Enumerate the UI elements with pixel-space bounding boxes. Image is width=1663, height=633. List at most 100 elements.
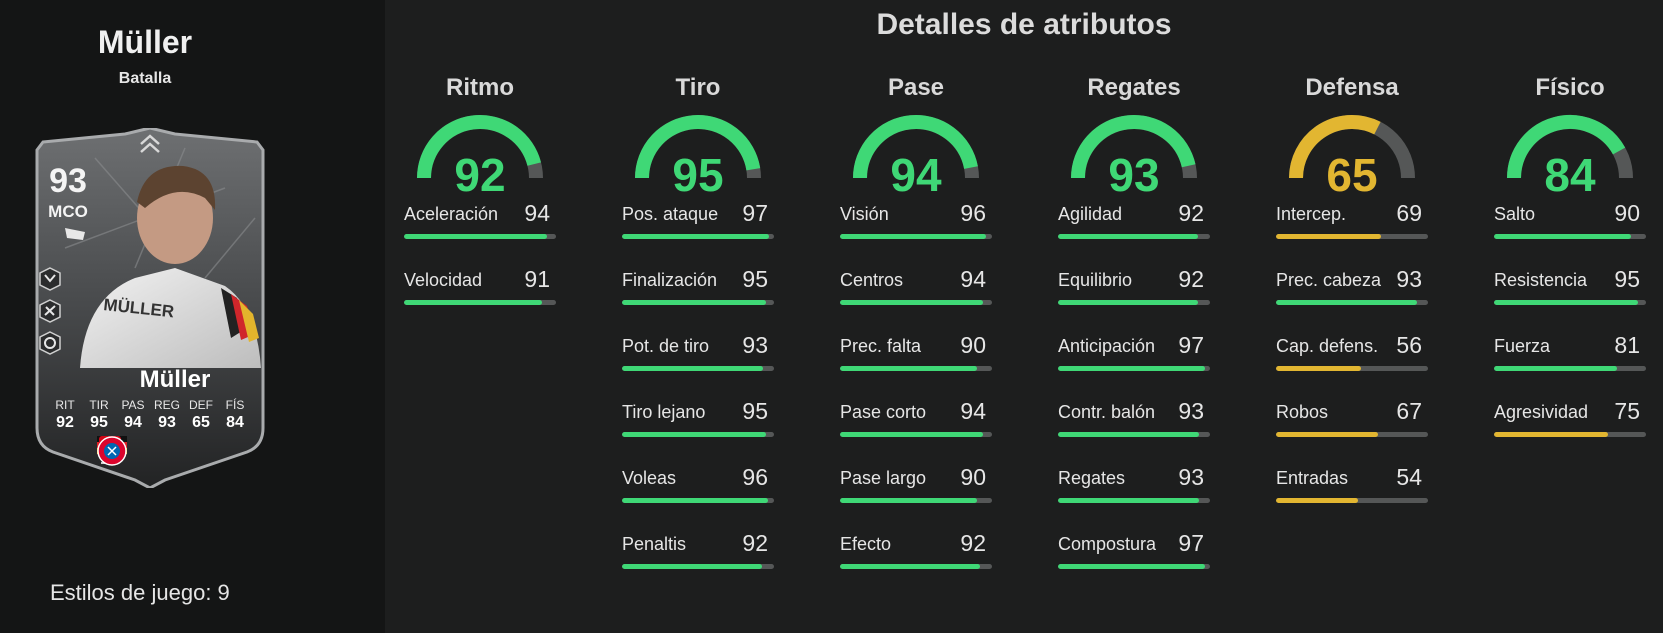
attribute-bar xyxy=(1494,300,1646,305)
gauge-arc xyxy=(635,115,761,179)
attribute-row: Fuerza 81 xyxy=(1494,330,1646,396)
attribute-bar xyxy=(1276,366,1428,371)
gauge-fill xyxy=(1071,115,1196,179)
card-stat-value: 65 xyxy=(192,414,210,431)
attribute-value: 90 xyxy=(960,464,986,490)
attribute-label: Aceleración xyxy=(404,204,499,224)
category-gauge: 95 xyxy=(622,106,774,201)
attribute-bar-fill xyxy=(1494,366,1618,371)
attribute-label: Pot. de tiro xyxy=(622,336,710,356)
attribute-bar-fill xyxy=(622,234,770,239)
gauge-fill xyxy=(853,115,978,179)
attribute-label: Pase largo xyxy=(840,468,927,488)
attribute-row: Salto 90 xyxy=(1494,198,1646,264)
category-title: Tiro xyxy=(675,74,721,101)
attribute-bar xyxy=(1058,366,1210,371)
player-card[interactable]: MÜLLER 93 MCO Müller RIT 92 TIR 95 PAS 94 R… xyxy=(25,128,275,488)
attribute-row: Contr. balón 93 xyxy=(1058,396,1210,462)
attribute-value: 54 xyxy=(1396,464,1422,490)
attribute-bar xyxy=(840,366,992,371)
attribute-row: Pase corto 94 xyxy=(840,396,992,462)
attribute-row: Pos. ataque 97 xyxy=(622,198,774,264)
attribute-row: Regates 93 xyxy=(1058,462,1210,528)
attribute-bar-fill xyxy=(840,432,983,437)
attribute-label: Prec. falta xyxy=(840,336,922,356)
attribute-row: Prec. cabeza 93 xyxy=(1276,264,1428,330)
category-title: Físico xyxy=(1535,74,1605,101)
attribute-row: Equilibrio 92 xyxy=(1058,264,1210,330)
gauge-arc xyxy=(1289,115,1415,179)
attribute-value: 93 xyxy=(742,332,768,358)
attribute-label: Agresividad xyxy=(1494,402,1589,422)
attribute-value: 95 xyxy=(742,398,768,424)
attribute-bar xyxy=(1276,300,1428,305)
attribute-label: Efecto xyxy=(840,534,892,554)
card-stat-label: RIT xyxy=(55,398,75,412)
attribute-bar-fill xyxy=(622,432,767,437)
attribute-label: Velocidad xyxy=(404,270,483,290)
attribute-bar xyxy=(1276,498,1428,503)
attribute-row: Robos 67 xyxy=(1276,396,1428,462)
playstyles-label: Estilos de juego: 9 xyxy=(50,580,230,605)
attribute-value: 95 xyxy=(1614,266,1640,292)
playstyle-icon[interactable] xyxy=(37,266,63,292)
attribute-label: Salto xyxy=(1494,204,1536,224)
attribute-bar-fill xyxy=(1276,366,1362,371)
attribute-bar xyxy=(1058,234,1210,239)
attribute-value: 97 xyxy=(1178,332,1204,358)
category-gauge: 93 xyxy=(1058,106,1210,201)
attribute-row: Prec. falta 90 xyxy=(840,330,992,396)
attribute-column: Defensa 65 Intercep. 69 Prec. cabeza 93 Cap. d… xyxy=(1276,74,1428,528)
attribute-value: 96 xyxy=(960,200,986,226)
attribute-label: Pos. ataque xyxy=(622,204,719,224)
attribute-value: 92 xyxy=(1178,266,1204,292)
attribute-column: Ritmo 92 Aceleración 94 Velocidad 91 xyxy=(404,74,556,330)
attribute-row: Finalización 95 xyxy=(622,264,774,330)
attribute-row: Cap. defens. 56 xyxy=(1276,330,1428,396)
card-stat: TIR 95 xyxy=(83,398,115,432)
attribute-bar-fill xyxy=(1058,432,1200,437)
gauge-fill xyxy=(417,115,542,179)
attribute-bar-fill xyxy=(1276,234,1381,239)
attribute-column: Tiro 95 Pos. ataque 97 Finalización 95 Pot. de… xyxy=(622,74,774,594)
attribute-bar xyxy=(1276,234,1428,239)
attribute-value: 94 xyxy=(524,200,550,226)
card-rating: 93 xyxy=(49,162,87,200)
attribute-row: Velocidad 91 xyxy=(404,264,556,330)
attribute-bar xyxy=(1494,432,1646,437)
attribute-bar-fill xyxy=(404,234,547,239)
attribute-label: Anticipación xyxy=(1058,336,1156,356)
attribute-bar-fill xyxy=(840,498,977,503)
attribute-label: Fuerza xyxy=(1494,336,1551,356)
card-stat: REG 93 xyxy=(151,398,183,432)
attribute-value: 92 xyxy=(1178,200,1204,226)
playstyle-icon[interactable] xyxy=(37,330,63,356)
attribute-bar-fill xyxy=(1276,300,1418,305)
category-title: Ritmo xyxy=(446,74,514,101)
attribute-label: Agilidad xyxy=(1058,204,1123,224)
attribute-value: 94 xyxy=(960,266,986,292)
gauge-arc xyxy=(1507,115,1633,179)
category-gauge: 92 xyxy=(404,106,556,201)
card-stat-label: DEF xyxy=(189,398,213,412)
attribute-label: Tiro lejano xyxy=(622,402,706,422)
category-title: Pase xyxy=(887,74,945,101)
card-stat-label: TIR xyxy=(89,398,109,412)
club-crest-icon xyxy=(97,436,127,466)
attribute-value: 93 xyxy=(1396,266,1422,292)
attribute-row: Tiro lejano 95 xyxy=(622,396,774,462)
attribute-bar xyxy=(622,300,774,305)
attribute-label: Resistencia xyxy=(1494,270,1588,290)
card-stat-value: 84 xyxy=(226,414,244,431)
attribute-bar-fill xyxy=(1276,498,1359,503)
attribute-bar xyxy=(840,234,992,239)
attribute-bar-fill xyxy=(840,366,977,371)
attribute-column: Regates 93 Agilidad 92 Equilibrio 92 Anticipac… xyxy=(1058,74,1210,594)
player-name: Müller xyxy=(97,24,193,60)
category-title: Regates xyxy=(1087,74,1181,101)
category-value: 92 xyxy=(454,149,506,201)
attribute-bar xyxy=(404,234,556,239)
attribute-bar xyxy=(1058,498,1210,503)
card-stat: FÍS 84 xyxy=(219,398,251,432)
playstyle-icon[interactable] xyxy=(37,298,63,324)
